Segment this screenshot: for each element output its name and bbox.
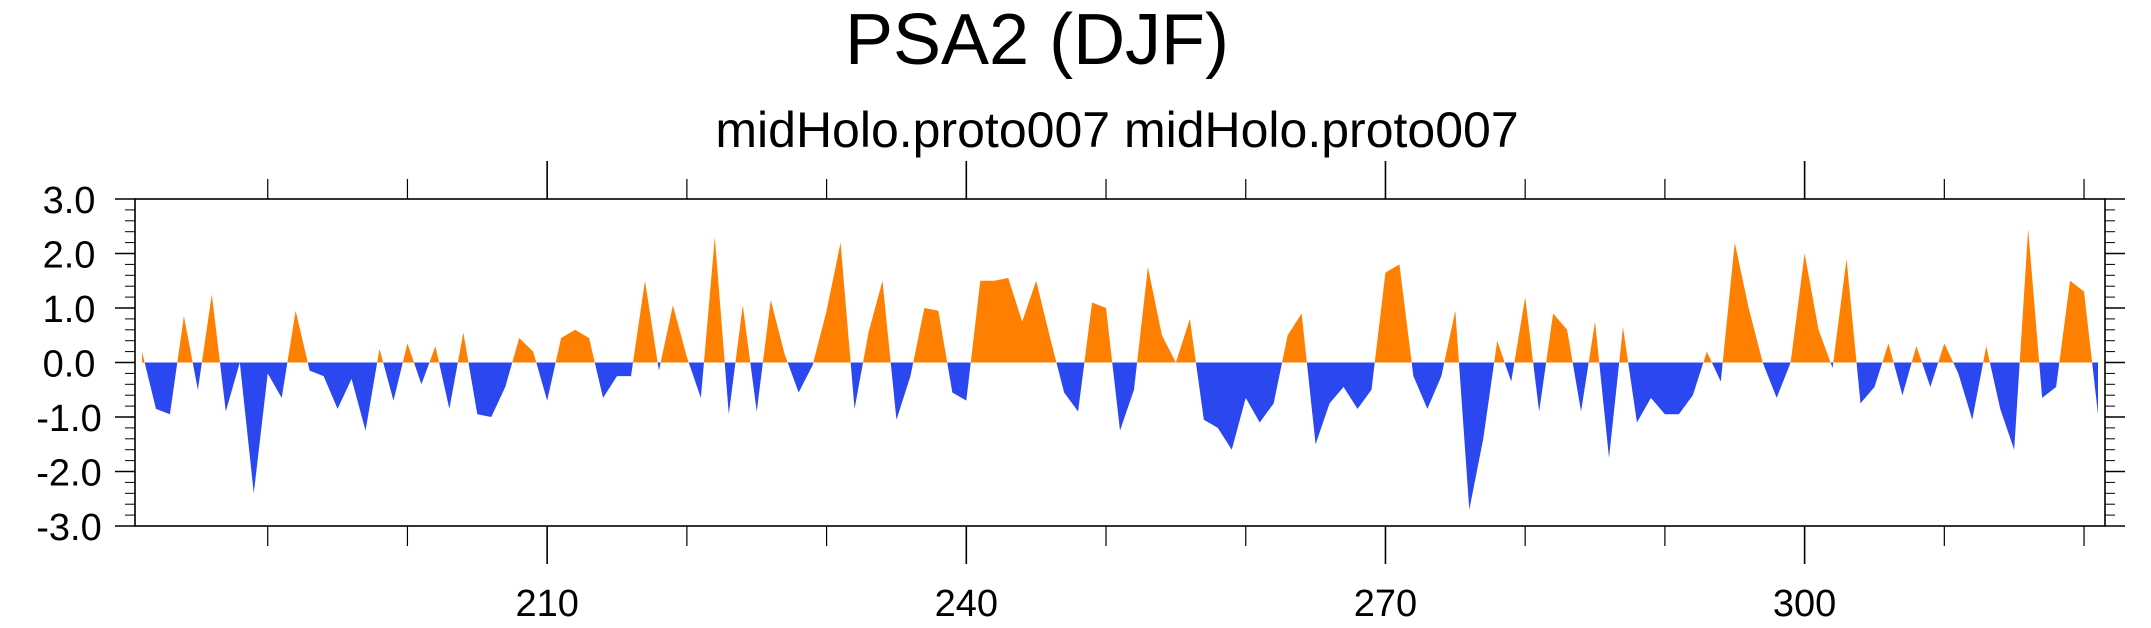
x-tick-label: 240 (935, 583, 998, 625)
negative-area-segment (536, 362, 556, 401)
positive-area-segment (1619, 327, 1629, 363)
positive-area-segment (1833, 258, 1857, 363)
y-tick-label: -1.0 (36, 398, 101, 440)
negative-area-segment (1306, 362, 1375, 445)
positive-area-segment (429, 346, 440, 363)
positive-area-segment (287, 310, 308, 363)
positive-area-segment (201, 294, 220, 363)
positive-area-segment (1175, 318, 1196, 363)
y-tick-label: 3.0 (43, 180, 96, 222)
chart-subtitle: midHolo.proto007 midHolo.proto007 (715, 102, 1518, 158)
positive-area-segment (177, 316, 193, 363)
positive-area-segment (1882, 343, 1894, 363)
negative-area-segment (1572, 362, 1589, 412)
y-tick-label: 2.0 (43, 235, 96, 277)
negative-area-segment (144, 362, 178, 415)
positive-area-segment (1938, 343, 1954, 363)
negative-area-segment (1628, 362, 1704, 423)
positive-area-segment (1514, 297, 1534, 363)
x-tick-label: 270 (1354, 583, 1417, 625)
positive-area-segment (555, 329, 595, 363)
positive-area-segment (1722, 242, 1763, 363)
positive-area-segment (1282, 313, 1307, 363)
negative-area-segment (724, 362, 736, 415)
positive-area-segment (1911, 346, 1922, 363)
negative-area-segment (657, 362, 661, 371)
negative-area-segment (307, 362, 378, 431)
negative-area-segment (787, 362, 814, 393)
negative-area-segment (1762, 362, 1791, 398)
negative-area-segment (1921, 362, 1939, 388)
negative-area-segment (1056, 362, 1085, 412)
positive-area-segment (1137, 267, 1176, 363)
positive-area-segment (377, 348, 384, 363)
negative-area-segment (1411, 362, 1445, 409)
positive-area-segment (2019, 228, 2040, 363)
chart-title: PSA2 (DJF) (845, 0, 1229, 80)
negative-area-segment (1893, 362, 1912, 396)
positive-area-segment (402, 343, 414, 363)
anomaly-area (141, 228, 2099, 510)
negative-area-segment (890, 362, 914, 420)
positive-area-segment (1546, 313, 1573, 363)
x-tick-label: 300 (1773, 583, 1836, 625)
negative-area-segment (219, 362, 240, 412)
negative-area-segment (850, 362, 864, 409)
negative-area-segment (1830, 362, 1834, 368)
negative-area-segment (192, 362, 202, 390)
negative-area-segment (1599, 362, 1620, 458)
negative-area-segment (1953, 362, 1984, 420)
positive-area-segment (813, 242, 851, 363)
x-tick-label: 210 (515, 583, 578, 625)
y-tick-label: 1.0 (43, 289, 96, 331)
y-tick-label: 0.0 (43, 344, 96, 386)
negative-area-segment (750, 362, 763, 412)
negative-area-segment (413, 362, 430, 385)
positive-area-segment (660, 305, 689, 363)
negative-area-segment (1533, 362, 1547, 412)
positive-area-segment (703, 237, 725, 363)
positive-area-segment (141, 351, 145, 363)
negative-area-segment (468, 362, 513, 417)
y-tick-label: -3.0 (36, 507, 101, 549)
positive-area-segment (1494, 340, 1505, 363)
negative-area-segment (2092, 362, 2099, 415)
positive-area-segment (1703, 351, 1712, 363)
positive-area-segment (1790, 253, 1831, 363)
positive-area-segment (632, 280, 658, 363)
negative-area-segment (947, 362, 971, 401)
negative-area-segment (1711, 362, 1723, 382)
negative-area-segment (1504, 362, 1515, 382)
negative-area-segment (1195, 362, 1283, 450)
negative-area-segment (239, 362, 288, 494)
positive-area-segment (913, 308, 948, 363)
negative-area-segment (1856, 362, 1883, 404)
positive-area-segment (735, 305, 751, 363)
negative-area-segment (1989, 362, 2020, 450)
positive-area-segment (1444, 310, 1459, 363)
negative-area-segment (439, 362, 458, 409)
positive-area-segment (1374, 264, 1412, 363)
positive-area-segment (1588, 321, 1600, 363)
negative-area-segment (594, 362, 633, 398)
positive-area-segment (457, 332, 469, 363)
positive-area-segment (762, 299, 788, 363)
negative-area-segment (688, 362, 704, 398)
negative-area-segment (383, 362, 403, 401)
positive-area-segment (970, 278, 1057, 363)
positive-area-segment (512, 337, 537, 363)
positive-area-segment (2059, 280, 2093, 363)
positive-area-segment (863, 280, 891, 363)
negative-area-segment (1112, 362, 1138, 431)
negative-area-segment (2039, 362, 2060, 398)
positive-area-segment (1084, 302, 1113, 363)
negative-area-segment (1458, 362, 1495, 510)
positive-area-segment (1983, 346, 1990, 363)
y-tick-label: -2.0 (36, 453, 101, 495)
axes: 3.0 2.0 1.0 0.0 -1.0 -2.0 -3.0 210 240 270 300 (36, 161, 2125, 625)
